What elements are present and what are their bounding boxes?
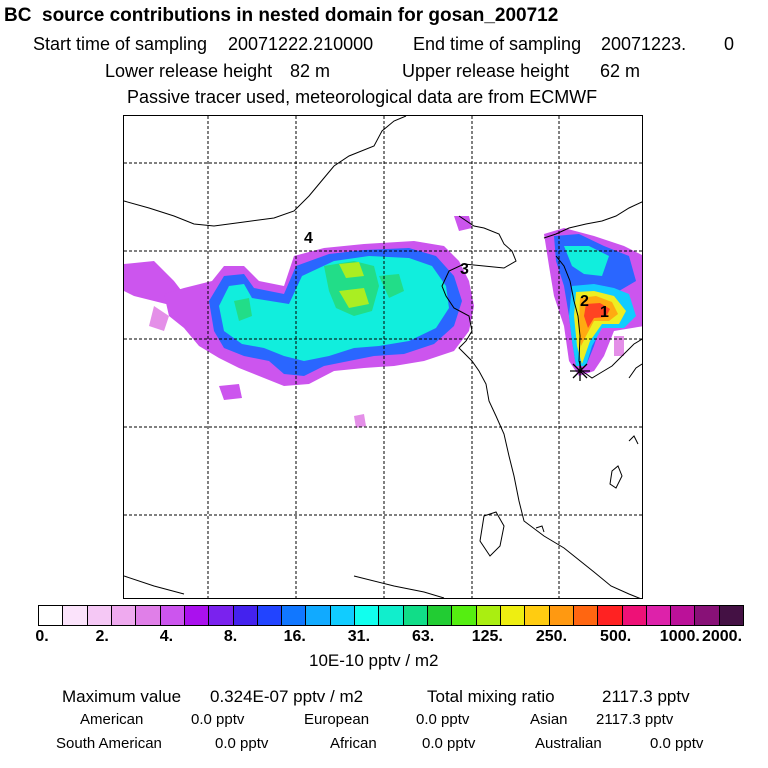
tracer-note: Passive tracer used, meteorological data… <box>127 87 598 107</box>
colorbar-swatch <box>427 606 452 625</box>
lower-release-value: 82 m <box>290 61 331 81</box>
source-south-american-label: South American <box>56 735 162 752</box>
max-value-label: Maximum value <box>62 687 182 706</box>
colorbar-swatch <box>670 606 695 625</box>
colorbar-swatch <box>39 606 63 625</box>
source-african-value: 0.0 pptv <box>422 735 476 752</box>
colorbar-swatch <box>402 606 427 625</box>
colorbar-swatch <box>645 606 671 625</box>
source-asian-label: Asian <box>530 711 568 728</box>
map-canvas: 1 2 3 4 <box>124 116 642 598</box>
colorbar-swatch <box>135 606 160 625</box>
colorbar-swatch <box>62 606 87 625</box>
source-south-american-value: 0.0 pptv <box>215 735 269 752</box>
source-australian-label: Australian <box>535 735 602 752</box>
source-label-1: 1 <box>600 304 609 321</box>
source-label-4: 4 <box>304 230 313 247</box>
colorbar-tick-label: 500. <box>600 628 632 645</box>
source-american-value: 0.0 pptv <box>191 711 245 728</box>
upper-release-label: Upper release height <box>402 61 570 81</box>
colorbar-swatch <box>524 606 549 625</box>
colorbar-swatch <box>256 606 282 625</box>
colorbar <box>38 605 744 626</box>
colorbar-swatch <box>232 606 257 625</box>
colorbar-swatch <box>694 606 719 625</box>
colorbar-tick-label: 0. <box>35 628 49 645</box>
total-mixing-value: 2117.3 pptv <box>602 687 690 706</box>
colorbar-swatch <box>548 606 573 625</box>
source-asian-value: 2117.3 pptv <box>596 711 674 728</box>
plume-fringe <box>149 306 624 428</box>
colorbar-swatch <box>451 606 476 625</box>
colorbar-swatch <box>86 606 111 625</box>
end-time-value: 20071223. <box>601 34 687 54</box>
source-american-label: American <box>80 711 144 728</box>
source-label-3: 3 <box>460 261 469 278</box>
colorbar-tick-label: 1000. <box>659 628 700 645</box>
source-european-value: 0.0 pptv <box>416 711 470 728</box>
map-panel: 1 2 3 4 <box>123 115 643 599</box>
colorbar-swatch <box>621 606 646 625</box>
colorbar-swatch <box>475 606 500 625</box>
colorbar-tick-label: 8. <box>223 628 238 645</box>
upper-release-value: 62 m <box>600 61 641 81</box>
colorbar-units: 10E-10 pptv / m2 <box>309 651 439 670</box>
colorbar-swatch <box>183 606 209 625</box>
colorbar-swatch <box>281 606 306 625</box>
source-australian-value: 0.0 pptv <box>650 735 704 752</box>
start-time-value: 20071222.210000 <box>228 34 374 54</box>
colorbar-swatch <box>354 606 379 625</box>
colorbar-swatch <box>159 606 184 625</box>
colorbar-swatch <box>572 606 598 625</box>
source-african-label: African <box>330 735 377 752</box>
colorbar-tick-label: 16. <box>283 628 306 645</box>
receptor-star-icon <box>570 361 590 381</box>
start-time-label: Start time of sampling <box>33 34 208 54</box>
colorbar-tick-label: 31. <box>347 628 371 645</box>
colorbar-tick-label: 2. <box>95 628 109 645</box>
colorbar-tick-label: 2000. <box>701 628 743 645</box>
colorbar-swatch <box>499 606 525 625</box>
colorbar-swatch <box>329 606 355 625</box>
plume-yellow-green <box>339 262 369 308</box>
colorbar-tick-label: 4. <box>159 628 174 645</box>
colorbar-swatch <box>597 606 622 625</box>
colorbar-swatch <box>378 606 403 625</box>
source-european-label: European <box>304 711 370 728</box>
plume-hotspot <box>569 284 636 366</box>
end-time-value-suffix: 0 <box>724 34 735 54</box>
colorbar-tick-label: 250. <box>535 628 568 645</box>
end-time-label: End time of sampling <box>413 34 582 54</box>
colorbar-swatch <box>718 606 744 625</box>
total-mixing-label: Total mixing ratio <box>427 687 555 706</box>
plot-title: BC source contributions in nested domain… <box>4 5 559 26</box>
colorbar-tick-label: 63. <box>411 628 435 645</box>
colorbar-swatch <box>110 606 136 625</box>
lower-release-label: Lower release height <box>105 61 273 81</box>
graticule <box>124 116 642 598</box>
colorbar-swatch <box>305 606 330 625</box>
max-value: 0.324E-07 pptv / m2 <box>210 687 364 706</box>
source-label-2: 2 <box>580 293 589 310</box>
colorbar-swatch <box>208 606 233 625</box>
colorbar-tick-label: 125. <box>471 628 503 645</box>
